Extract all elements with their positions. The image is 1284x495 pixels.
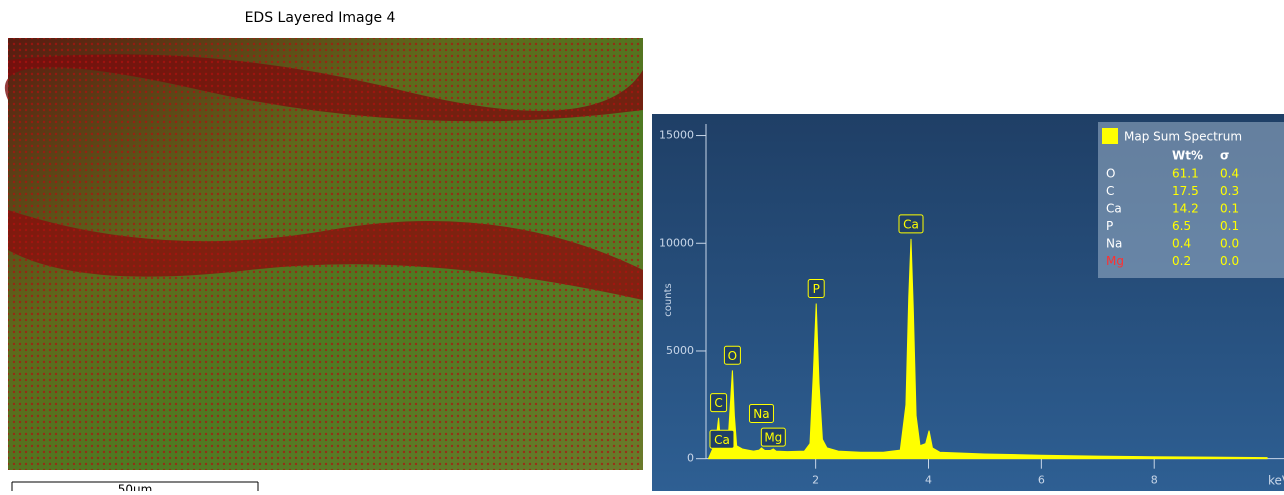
peak-label-box [898, 214, 924, 234]
legend-header: σ [1220, 149, 1229, 163]
peak-label: O [728, 349, 737, 363]
peak-label-box [723, 345, 741, 365]
peak-label-box [709, 429, 735, 449]
legend-wt: 6.5 [1172, 219, 1191, 233]
peak-label-box [748, 403, 774, 423]
y-tick-label: 15000 [659, 129, 694, 142]
legend-box [1098, 122, 1284, 278]
legend-sigma: 0.0 [1220, 237, 1239, 251]
peak-label: Na [753, 407, 769, 421]
peak-label: Mg [764, 431, 782, 445]
image-texture [8, 38, 643, 470]
legend-wt: 0.2 [1172, 254, 1191, 268]
x-tick-label: 2 [812, 474, 819, 487]
x-tick-label: 4 [925, 474, 932, 487]
legend-sigma: 0.1 [1220, 202, 1239, 216]
legend: Map Sum Spectrum Wt% σ O 61.1 0.4 C 17.5 0.3 Ca 14… [1098, 122, 1284, 278]
spectrum-area [707, 238, 1268, 460]
legend-element: Ca [1106, 202, 1122, 216]
legend-sigma: 0.3 [1220, 184, 1239, 198]
legend-element: Na [1106, 237, 1122, 251]
peak-label-box [760, 427, 786, 447]
scale-label: 50µm [118, 483, 153, 492]
x-tick-label: 8 [1151, 474, 1158, 487]
image-title: EDS Layered Image 4 [245, 10, 396, 26]
peak-label: Ca [903, 217, 919, 231]
peak-label-box [710, 393, 728, 413]
peak-label: C [714, 396, 722, 410]
x-tick-label: 6 [1038, 474, 1045, 487]
legend-element: P [1106, 219, 1113, 233]
y-tick-label: 10000 [659, 236, 694, 249]
legend-wt: 0.4 [1172, 237, 1191, 251]
peak-label: Ca [714, 433, 730, 447]
legend-header: Wt% [1172, 149, 1203, 163]
legend-sigma: 0.1 [1220, 219, 1239, 233]
y-tick-label: 0 [687, 452, 694, 465]
legend-element: C [1106, 184, 1114, 198]
legend-title: Map Sum Spectrum [1124, 130, 1242, 144]
legend-sigma: 0.4 [1220, 167, 1239, 181]
peak-label-box [807, 278, 825, 298]
legend-element: O [1106, 167, 1115, 181]
legend-wt: 61.1 [1172, 167, 1199, 181]
legend-wt: 17.5 [1172, 184, 1199, 198]
legend-wt: 14.2 [1172, 202, 1199, 216]
y-tick-label: 5000 [666, 344, 694, 357]
legend-element: Mg [1106, 254, 1124, 268]
legend-sigma: 0.0 [1220, 254, 1239, 268]
eds-image [4, 38, 643, 470]
y-axis-label: counts [663, 283, 674, 316]
legend-swatch [1102, 128, 1118, 144]
peak-label: P [813, 282, 820, 296]
x-axis-label: keV [1268, 474, 1284, 488]
